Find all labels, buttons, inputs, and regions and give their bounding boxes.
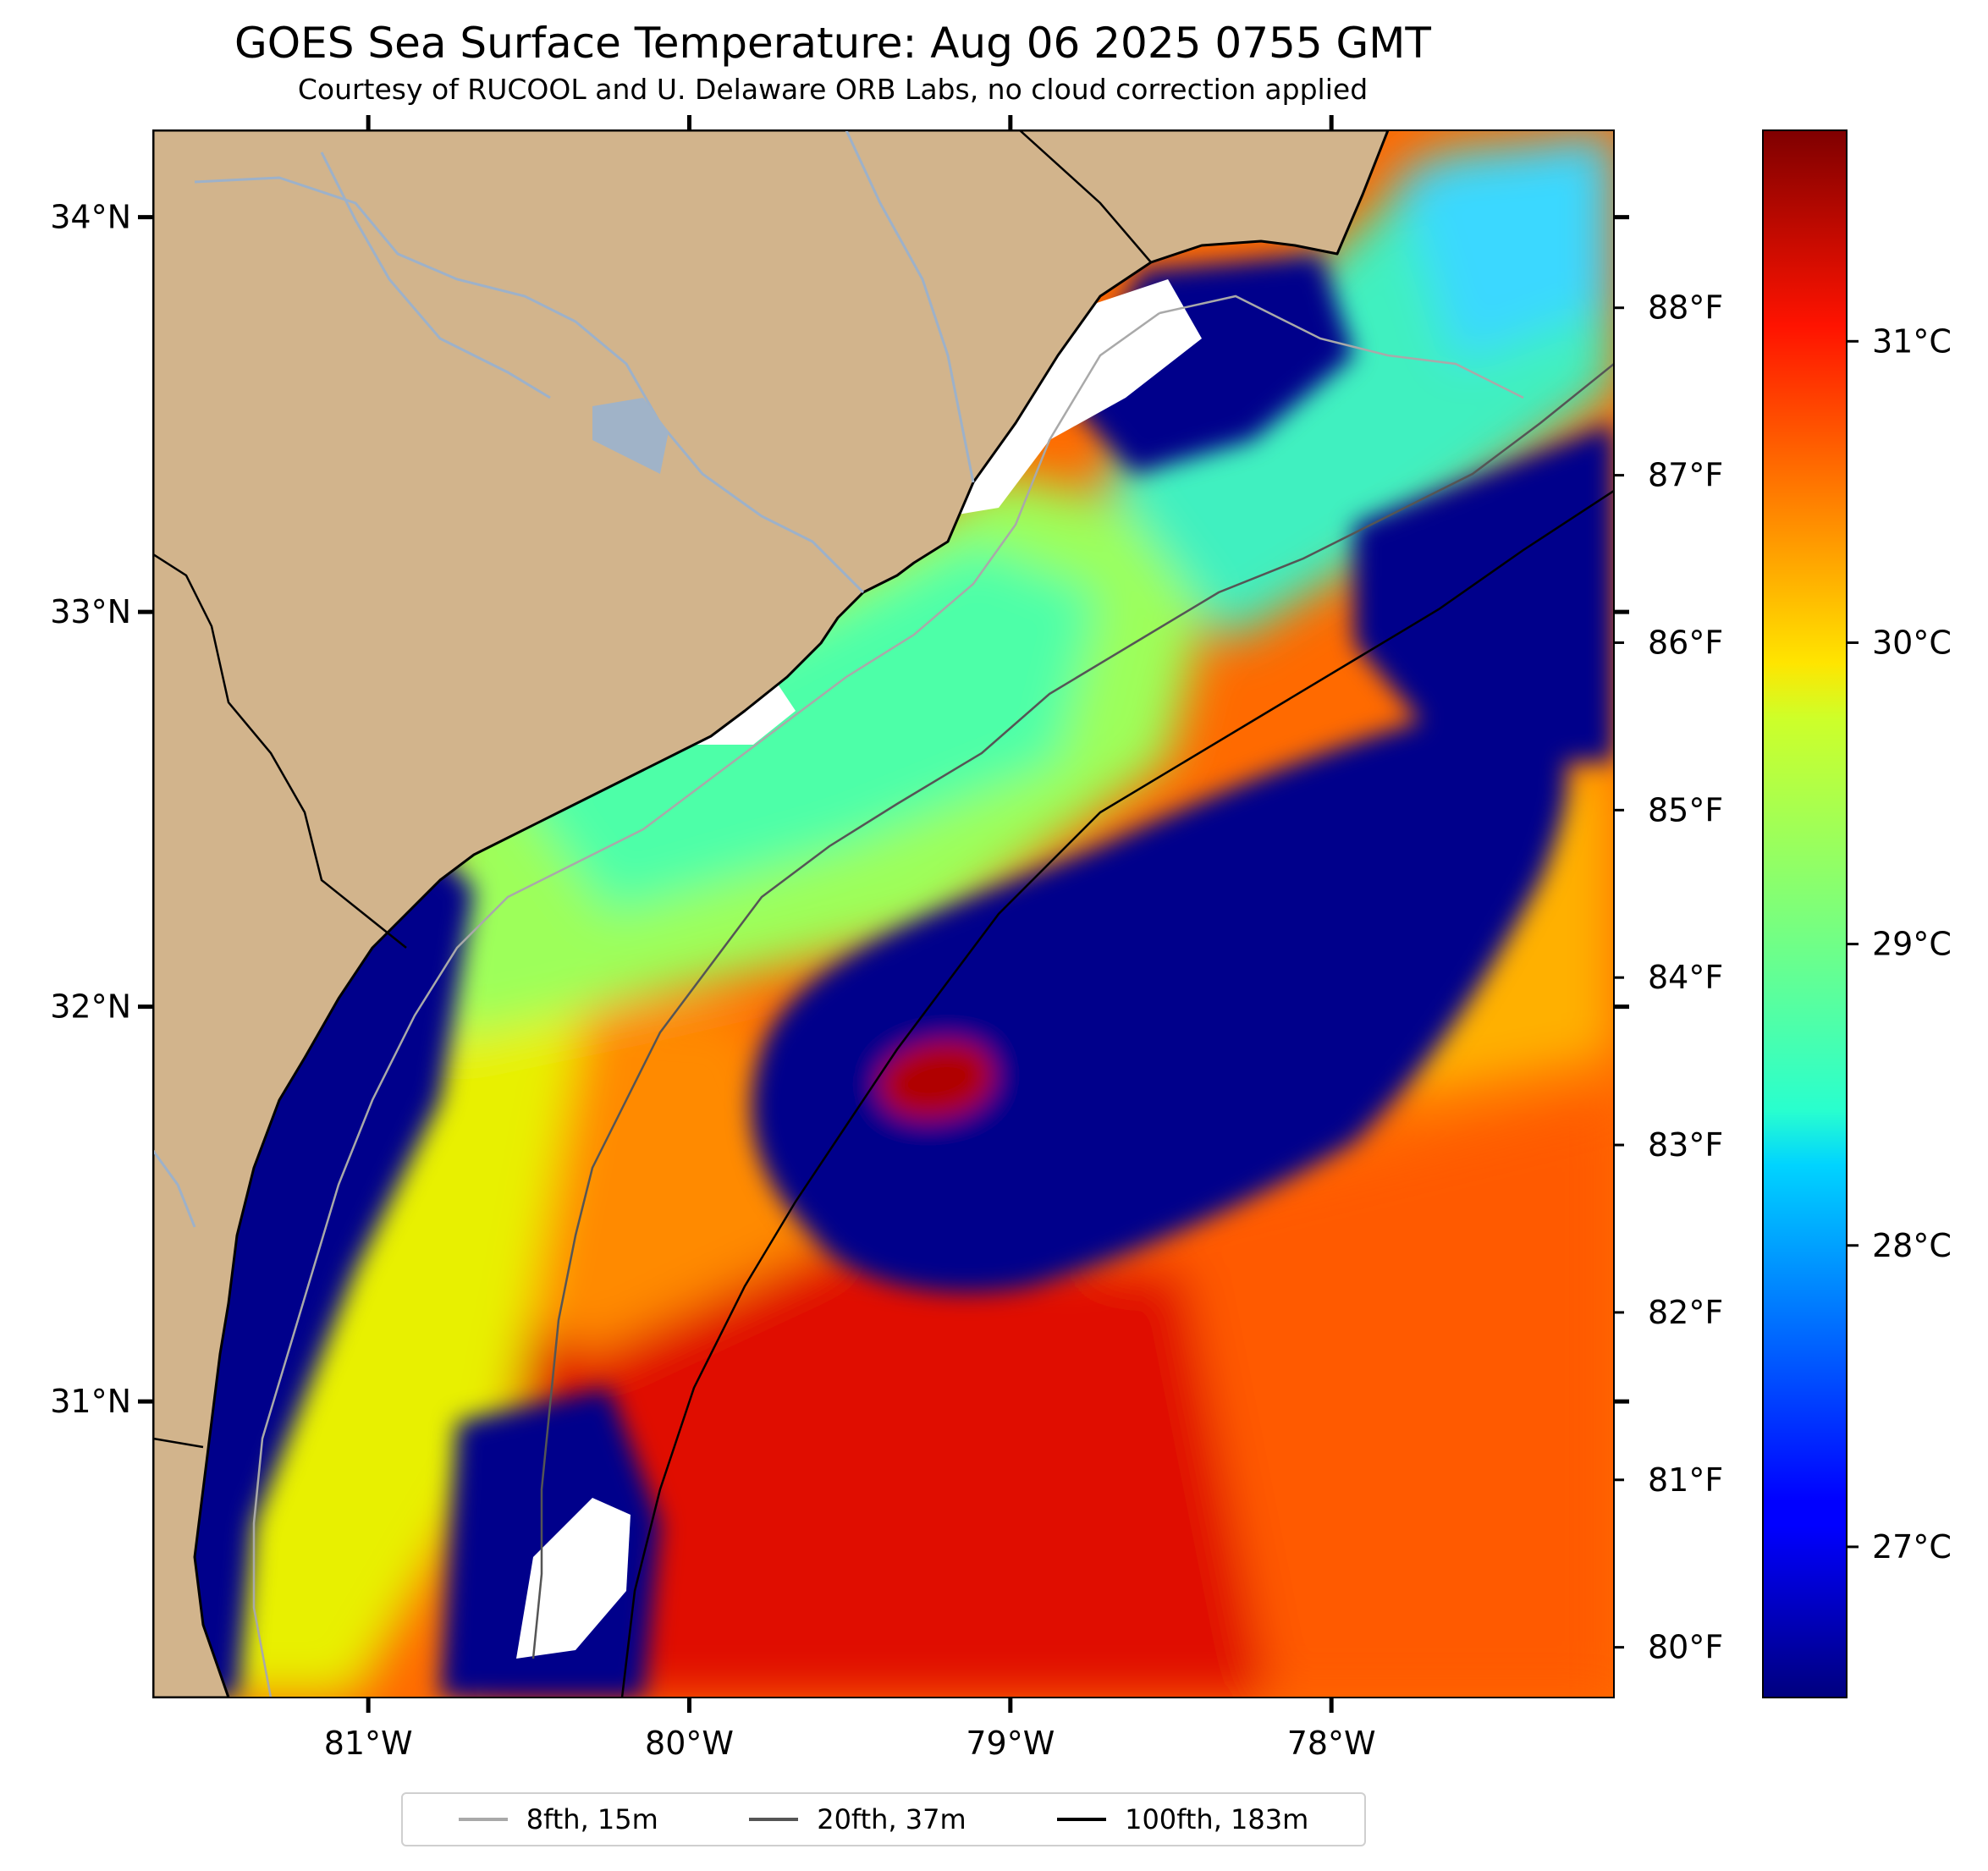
rivers xyxy=(153,130,975,1228)
lon-tick-label: 81°W xyxy=(324,1725,413,1762)
land-mass xyxy=(153,130,1390,1698)
lat-tick-label: 33°N xyxy=(50,593,131,630)
legend-label-100fth: 100fth, 183m xyxy=(1125,1803,1309,1835)
colorbar-tick-label: 27°C xyxy=(1872,1528,1952,1566)
map-subtitle: Courtesy of RUCOOL and U. Delaware ORB L… xyxy=(297,73,1368,106)
fahrenheit-tick-label: 80°F xyxy=(1648,1629,1723,1666)
legend-swatch-8fth xyxy=(458,1818,508,1821)
fahrenheit-tick-label: 85°F xyxy=(1648,791,1723,828)
legend-item-20fth: 20fth, 37m xyxy=(749,1803,966,1835)
colorbar-tick-label: 31°C xyxy=(1872,322,1952,360)
legend-item-8fth: 8fth, 15m xyxy=(458,1803,658,1835)
sst-cold-pool-east xyxy=(1354,423,1614,762)
fahrenheit-tick-label: 83°F xyxy=(1648,1126,1723,1164)
colorbar-gradient xyxy=(1762,129,1848,1698)
colorbar-tick-label: 29°C xyxy=(1872,926,1952,963)
legend-swatch-100fth xyxy=(1057,1818,1107,1821)
fahrenheit-tick-label: 82°F xyxy=(1648,1294,1723,1331)
latitude-ticks: 34°N 33°N 32°N 31°N xyxy=(50,199,1629,1420)
fahrenheit-tick-label: 87°F xyxy=(1648,457,1723,494)
reservoir xyxy=(592,398,669,474)
lon-tick-label: 79°W xyxy=(966,1725,1055,1762)
lon-tick-label: 80°W xyxy=(645,1725,734,1762)
fahrenheit-ticks: 88°F 87°F 86°F 85°F 84°F 83°F 82°F 81°F 80°F xyxy=(1614,289,1723,1666)
lon-tick-label: 78°W xyxy=(1287,1725,1376,1762)
isobath-20fth xyxy=(531,363,1614,1659)
sst-lightblue-north xyxy=(1396,130,1614,364)
legend-swatch-20fth xyxy=(749,1818,799,1821)
sst-cold-pool xyxy=(752,702,1567,1293)
isobath-100fth xyxy=(620,489,1614,1698)
legend-label-20fth: 20fth, 37m xyxy=(817,1803,966,1835)
sst-map xyxy=(153,130,1614,1698)
fahrenheit-tick-label: 88°F xyxy=(1648,289,1723,327)
no-data-region xyxy=(516,1498,631,1659)
isobath-legend: 8fth, 15m 20fth, 37m 100fth, 183m xyxy=(401,1792,1366,1846)
map-title: GOES Sea Surface Temperature: Aug 06 202… xyxy=(234,19,1431,68)
lat-tick-label: 31°N xyxy=(50,1383,131,1420)
sst-warm-eddy xyxy=(878,1041,994,1120)
legend-label-8fth: 8fth, 15m xyxy=(526,1803,658,1835)
fahrenheit-tick-label: 86°F xyxy=(1648,624,1723,661)
isobath-8fth xyxy=(252,294,1524,1698)
lat-tick-label: 34°N xyxy=(50,199,131,236)
sst-red-band xyxy=(474,1227,1269,1698)
map-frame xyxy=(152,129,1615,1698)
fahrenheit-tick-label: 81°F xyxy=(1648,1461,1723,1499)
colorbar-tick-label: 30°C xyxy=(1872,624,1952,661)
lat-tick-label: 32°N xyxy=(50,988,131,1026)
legend-item-100fth: 100fth, 183m xyxy=(1057,1803,1308,1835)
fahrenheit-tick-label: 84°F xyxy=(1648,959,1723,996)
colorbar-tick-label: 28°C xyxy=(1872,1227,1952,1264)
longitude-ticks: 81°W 80°W 79°W 78°W xyxy=(324,115,1376,1762)
boundary-lines xyxy=(153,130,1152,1449)
colorbar-ticks: 31°C 30°C 29°C 28°C 27°C xyxy=(1847,322,1952,1566)
